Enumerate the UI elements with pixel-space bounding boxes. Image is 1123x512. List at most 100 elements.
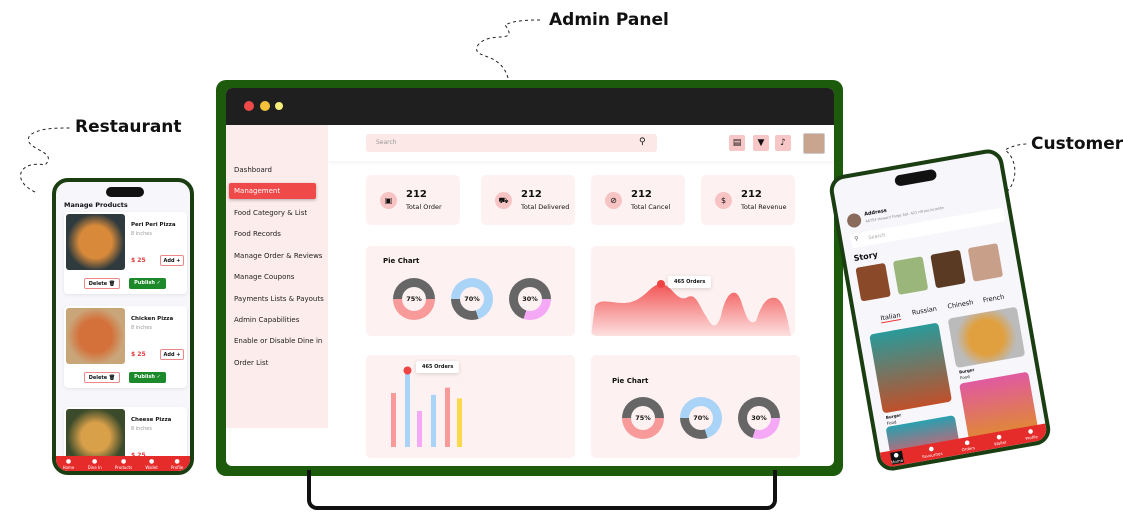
bar [457,398,462,447]
bar-chart-card: 465 Orders [366,355,575,458]
area-peak-marker [657,280,665,288]
bar-peak-marker [403,366,412,375]
nav-item-profile[interactable]: ● Profile [1024,427,1038,441]
stat-label: Total Cancel [631,203,671,211]
donut-chart: 75% [393,278,435,320]
stat-value: 212 [521,189,542,200]
restaurant-phone: Manage Products Peri Peri Pizza 8 inches… [52,178,194,475]
product-image [66,308,125,364]
area-chart [591,280,791,336]
add-button[interactable]: Add + [160,349,184,360]
customer-label: Customer [1031,134,1123,154]
delete-button[interactable]: Delete 🗑 [84,372,120,383]
story-thumbnail[interactable] [892,256,929,295]
stat-value: 212 [741,189,762,200]
bar [445,387,450,447]
sidebar-item-order-list[interactable]: Order List [234,359,269,367]
page-title: Manage Products [64,201,128,209]
phone-notch [894,168,938,187]
food-card-image[interactable] [869,322,953,414]
delivery-icon: ⛟ [495,192,512,209]
story-thumbnail[interactable] [855,262,891,302]
add-button[interactable]: Add + [160,255,184,266]
bell-icon[interactable]: ♪ [775,135,791,151]
category-tab-french[interactable]: French [982,292,1005,305]
sidebar-item-dashboard[interactable]: Dashboard [234,166,272,174]
nav-icon: ● [174,457,180,465]
category-tab-russian[interactable]: Russian [911,304,938,317]
area-chart-card: 465 Orders [591,246,795,336]
delete-button[interactable]: Delete 🗑 [84,278,120,289]
avatar[interactable] [803,133,825,154]
nav-icon: ● [120,457,127,465]
donut-label: 70% [460,287,484,311]
restaurant-label: Restaurant [75,117,182,137]
nav-item-dine-in[interactable]: ● Dine In [88,458,102,470]
sidebar-item-food-category[interactable]: Food Category & List [234,209,308,217]
search-icon[interactable]: ⚲ [639,137,646,147]
bar-chart [391,366,462,447]
story-thumbnail[interactable] [930,249,966,289]
stat-label: Total Order [406,203,442,211]
nav-label: Products [114,464,133,470]
nav-item-profile[interactable]: ● Profile [171,458,183,470]
bar-tooltip: 465 Orders [416,361,460,373]
nav-item-favourites[interactable]: ● Favourites [921,444,943,459]
nav-label: Orders [961,445,976,453]
stat-value: 212 [631,189,652,200]
revenue-icon: $ [715,192,732,209]
stat-label: Total Delivered [521,203,570,211]
bar [431,394,436,447]
product-size: 8 inches [131,426,152,432]
chart-title: Pie Chart [612,377,649,385]
publish-button[interactable]: Publish ✓ [129,278,166,289]
sidebar-item-manage-order[interactable]: Manage Order & Reviews [234,252,323,260]
maximize-dot[interactable] [275,102,283,110]
nav-item-wallet[interactable]: ● Wallet [992,433,1007,447]
nav-item-home[interactable]: ● Home [63,458,75,470]
admin-panel-label: Admin Panel [549,10,669,30]
product-image [66,214,125,270]
nav-item-orders[interactable]: ● Orders [960,438,975,452]
product-card: Chicken Pizza 8 inches $ 25 Add + Delete… [64,306,187,388]
sidebar-item-payments[interactable]: Payments Lists & Payouts [234,295,324,303]
sidebar: Dashboard Management Food Category & Lis… [226,125,328,428]
nav-label: Home [890,457,904,465]
donut-label: 75% [631,406,655,430]
minimize-dot[interactable] [260,101,270,111]
avatar [846,212,863,229]
donut-chart: 75% [622,397,664,439]
bar [417,411,422,447]
search-input[interactable]: Search [366,134,657,152]
phone-notch [106,187,144,197]
story-thumbnail[interactable] [967,243,1004,282]
nav-label: Dine In [87,464,102,470]
bar [391,393,396,447]
sidebar-item-food-records[interactable]: Food Records [234,230,281,238]
food-card-image[interactable] [947,306,1026,369]
sidebar-item-management[interactable]: Management [229,183,316,199]
nav-item-home[interactable]: ● Home [889,450,904,465]
stat-total-cancel: ⊘ 212 Total Cancel [591,175,685,225]
category-tab-chinesh[interactable]: Chinesh [946,298,974,311]
monitor-stand [307,470,777,510]
stat-total-revenue: $ 212 Total Revenue [701,175,795,225]
stat-value: 212 [406,189,427,200]
nav-item-wallet[interactable]: ● Wallet [145,458,157,470]
category-tab-italian[interactable]: Italian [879,311,902,324]
publish-button[interactable]: Publish ✓ [129,372,166,383]
nav-label: Wallet [993,439,1007,447]
stat-total-delivered: ⛟ 212 Total Delivered [481,175,575,225]
document-icon[interactable]: ▤ [729,135,745,151]
stat-total-order: ▣ 212 Total Order [366,175,460,225]
close-dot[interactable] [244,101,254,111]
sidebar-item-admin-capabilities[interactable]: Admin Capabilities [234,316,300,324]
area-tooltip: 465 Orders [668,276,712,288]
pie-chart-card-2: Pie Chart 75% 70% 30% [591,355,800,458]
product-name: Cheese Pizza [131,417,172,423]
nav-item-products[interactable]: ● Products [115,458,132,470]
filter-icon[interactable]: ▼ [753,135,769,151]
sidebar-item-coupons[interactable]: Manage Coupons [234,273,295,281]
sidebar-item-dine-in[interactable]: Enable or Disable Dine in [234,337,323,345]
product-price: $ 25 [131,351,146,358]
